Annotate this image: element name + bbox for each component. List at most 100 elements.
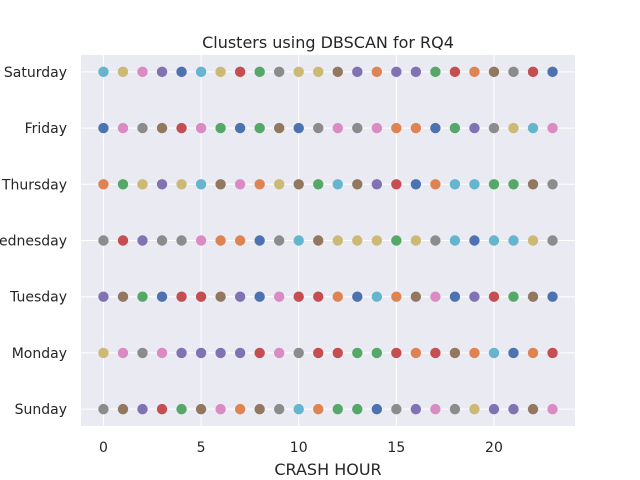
data-point xyxy=(176,122,187,134)
data-point xyxy=(527,403,539,415)
data-point xyxy=(156,179,168,190)
data-point xyxy=(293,235,304,246)
data-point xyxy=(488,122,500,134)
data-point xyxy=(215,347,226,359)
data-point xyxy=(195,179,207,190)
data-point xyxy=(156,66,168,78)
data-point xyxy=(117,347,129,359)
y-tick-label: Thursday xyxy=(1,177,67,193)
data-point xyxy=(547,235,558,246)
data-point xyxy=(254,347,265,359)
data-point xyxy=(371,235,383,246)
data-point xyxy=(195,122,207,134)
data-point xyxy=(273,291,285,302)
data-point xyxy=(391,66,402,78)
data-point xyxy=(137,235,148,246)
data-point xyxy=(137,122,148,134)
data-point xyxy=(293,122,304,134)
data-point xyxy=(410,347,422,359)
data-point xyxy=(98,291,109,302)
data-point xyxy=(410,66,422,78)
data-point xyxy=(371,122,383,134)
data-point xyxy=(313,179,324,190)
data-point xyxy=(156,347,168,359)
data-point xyxy=(156,403,168,415)
data-point xyxy=(215,235,226,246)
data-point xyxy=(469,179,480,190)
data-point xyxy=(195,403,207,415)
data-point xyxy=(117,66,129,78)
data-point xyxy=(293,179,304,190)
data-point xyxy=(508,347,519,359)
data-point xyxy=(391,291,402,302)
data-point xyxy=(98,179,109,190)
data-point xyxy=(508,179,519,190)
y-tick-label: Monday xyxy=(12,346,67,362)
data-point xyxy=(195,347,207,359)
data-point xyxy=(195,66,207,78)
data-point xyxy=(332,179,343,190)
data-point xyxy=(293,291,304,302)
data-point xyxy=(449,66,461,78)
data-point xyxy=(547,403,558,415)
data-point xyxy=(469,235,480,246)
data-point xyxy=(254,66,265,78)
data-point xyxy=(527,347,539,359)
data-point xyxy=(547,347,558,359)
data-point xyxy=(273,66,285,78)
data-point xyxy=(313,291,324,302)
data-point xyxy=(234,235,246,246)
data-point xyxy=(410,403,422,415)
data-point xyxy=(449,235,461,246)
data-point xyxy=(254,122,265,134)
data-point xyxy=(508,235,519,246)
data-point xyxy=(430,179,441,190)
data-point xyxy=(176,235,187,246)
data-point xyxy=(234,179,246,190)
data-point xyxy=(176,66,187,78)
data-point xyxy=(449,403,461,415)
data-point xyxy=(332,122,343,134)
data-point xyxy=(410,291,422,302)
data-point xyxy=(508,291,519,302)
data-point xyxy=(332,235,343,246)
x-tick-label: 15 xyxy=(387,440,405,456)
data-point xyxy=(156,235,168,246)
data-point xyxy=(391,235,402,246)
data-point xyxy=(117,291,129,302)
data-point xyxy=(449,179,461,190)
data-point xyxy=(273,179,285,190)
data-point xyxy=(176,179,187,190)
data-point xyxy=(391,347,402,359)
data-point xyxy=(527,122,539,134)
data-point xyxy=(313,403,324,415)
data-point xyxy=(508,403,519,415)
data-point xyxy=(352,291,363,302)
data-point xyxy=(137,66,148,78)
data-point xyxy=(469,291,480,302)
data-point xyxy=(98,66,109,78)
data-point xyxy=(273,347,285,359)
data-point xyxy=(332,66,343,78)
data-point xyxy=(391,179,402,190)
data-point xyxy=(156,122,168,134)
data-point xyxy=(488,291,500,302)
data-point xyxy=(547,291,558,302)
data-point xyxy=(488,235,500,246)
data-point xyxy=(352,66,363,78)
data-point xyxy=(430,347,441,359)
y-tick-label: Tuesday xyxy=(9,290,67,306)
data-point xyxy=(215,403,226,415)
data-point xyxy=(430,66,441,78)
data-point xyxy=(547,179,558,190)
data-point xyxy=(352,403,363,415)
x-tick-label: 20 xyxy=(485,440,503,456)
data-point xyxy=(488,347,500,359)
data-point xyxy=(449,291,461,302)
y-tick-label: Wednesday xyxy=(0,234,67,250)
data-point xyxy=(352,122,363,134)
data-point xyxy=(234,122,246,134)
data-point xyxy=(527,235,539,246)
data-point xyxy=(254,235,265,246)
data-point xyxy=(488,403,500,415)
